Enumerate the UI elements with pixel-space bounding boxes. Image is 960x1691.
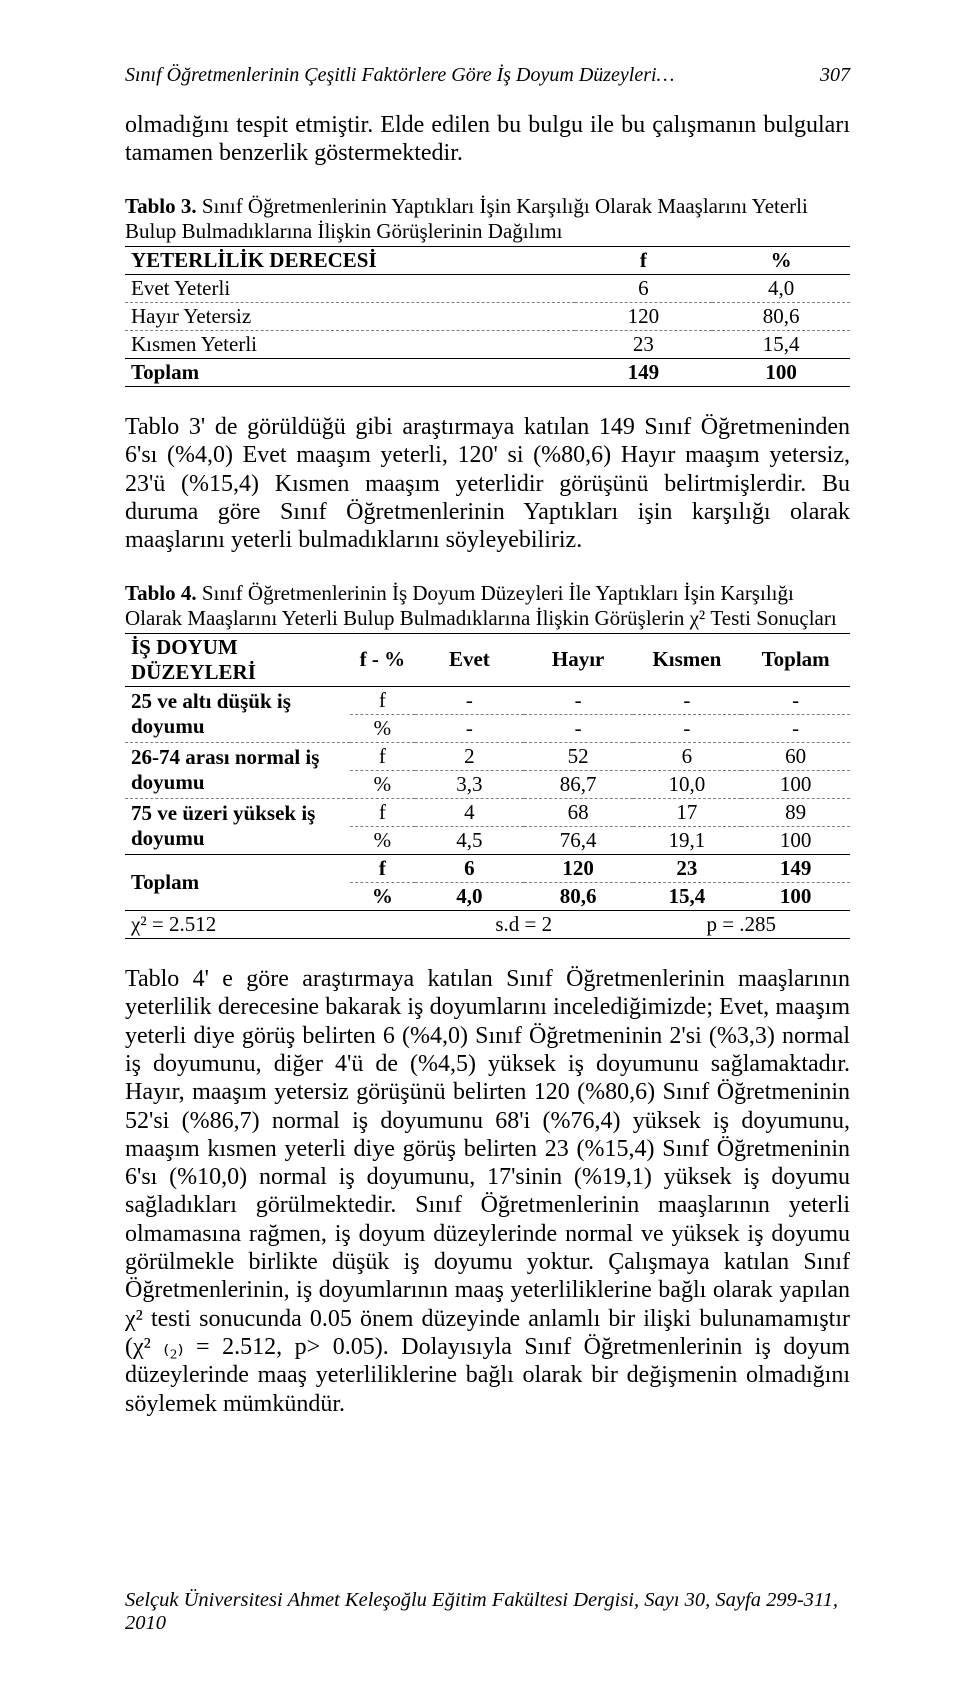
table4-cell: - <box>633 714 742 742</box>
table4-cell: 80,6 <box>524 882 633 910</box>
table3-row-label: Kısmen Yeterli <box>125 331 575 359</box>
table4-sym-f: f <box>350 854 415 882</box>
table4-cell: - <box>524 714 633 742</box>
table4-head-fp: f - % <box>350 633 415 686</box>
table3-row-label: Hayır Yetersiz <box>125 303 575 331</box>
table4-sym-f: f <box>350 686 415 714</box>
table4-cell: - <box>415 686 524 714</box>
table3-head-pct: % <box>712 247 850 275</box>
table4-cell: 4,5 <box>415 826 524 854</box>
page-footer: Selçuk Üniversitesi Ahmet Keleşoğlu Eğit… <box>125 1589 850 1635</box>
table4-total-label: Toplam <box>125 854 350 910</box>
paragraph-2: Tablo 3' de görüldüğü gibi araştırmaya k… <box>125 413 850 555</box>
table3-row-f: 23 <box>575 331 713 359</box>
table4-sym-p: % <box>350 770 415 798</box>
table4-cell: 100 <box>741 882 850 910</box>
table4-sym-f: f <box>350 798 415 826</box>
table4-cell: - <box>741 686 850 714</box>
table4-cell: 100 <box>741 770 850 798</box>
table3-row-pct: 15,4 <box>712 331 850 359</box>
table4-cell: 6 <box>633 742 742 770</box>
table3-head-f: f <box>575 247 713 275</box>
table4-p: p = .285 <box>633 910 851 938</box>
table4-cell: - <box>524 686 633 714</box>
table4-row-label: 26-74 arası normal iş doyumu <box>125 742 350 798</box>
table3-row-pct: 4,0 <box>712 275 850 303</box>
table4-head-left: İŞ DOYUM DÜZEYLERİ <box>125 633 350 686</box>
table4-cell: 120 <box>524 854 633 882</box>
paragraph-1: olmadığını tespit etmiştir. Elde edilen … <box>125 111 850 168</box>
table4-cell: 60 <box>741 742 850 770</box>
paragraph-3: Tablo 4' e göre araştırmaya katılan Sını… <box>125 965 850 1418</box>
table4-head-evet: Evet <box>415 633 524 686</box>
table4-cell: 4 <box>415 798 524 826</box>
table4-caption-lead: Tablo 4. <box>125 581 197 605</box>
table4-cell: 4,0 <box>415 882 524 910</box>
table4-chi: χ² = 2.512 <box>125 910 415 938</box>
table3-row-pct: 80,6 <box>712 303 850 331</box>
table3-caption-lead: Tablo 3. <box>125 194 197 218</box>
table4-cell: 52 <box>524 742 633 770</box>
table4-caption-rest: Sınıf Öğretmenlerinin İş Doyum Düzeyleri… <box>125 581 837 630</box>
table4-cell: 10,0 <box>633 770 742 798</box>
table4-head-toplam: Toplam <box>741 633 850 686</box>
table4-cell: - <box>741 714 850 742</box>
table4-cell: 2 <box>415 742 524 770</box>
table4-sd: s.d = 2 <box>415 910 633 938</box>
table4-cell: 76,4 <box>524 826 633 854</box>
table3: YETERLİLİK DERECESİ f % Evet Yeterli 6 4… <box>125 246 850 387</box>
table3-row-f: 120 <box>575 303 713 331</box>
table4-cell: - <box>415 714 524 742</box>
table4-cell: 23 <box>633 854 742 882</box>
table4-cell: 6 <box>415 854 524 882</box>
table4-head-hayir: Hayır <box>524 633 633 686</box>
table4-cell: 17 <box>633 798 742 826</box>
table3-caption: Tablo 3. Sınıf Öğretmenlerinin Yaptıklar… <box>125 194 850 244</box>
table3-total-pct: 100 <box>712 359 850 387</box>
page-number: 307 <box>820 64 850 87</box>
table3-total-label: Toplam <box>125 359 575 387</box>
table4-sym-p: % <box>350 826 415 854</box>
table4-cell: 86,7 <box>524 770 633 798</box>
table4-row-label: 25 ve altı düşük iş doyumu <box>125 686 350 742</box>
table4-cell: 15,4 <box>633 882 742 910</box>
table3-row-label: Evet Yeterli <box>125 275 575 303</box>
table3-row-f: 6 <box>575 275 713 303</box>
table4: İŞ DOYUM DÜZEYLERİ f - % Evet Hayır Kısm… <box>125 633 850 939</box>
table4-sym-p: % <box>350 882 415 910</box>
table4-cell: - <box>633 686 742 714</box>
table4-row-label: 75 ve üzeri yüksek iş doyumu <box>125 798 350 854</box>
table4-sym-f: f <box>350 742 415 770</box>
table4-cell: 100 <box>741 826 850 854</box>
running-title: Sınıf Öğretmenlerinin Çeşitli Faktörlere… <box>125 64 674 87</box>
table4-cell: 3,3 <box>415 770 524 798</box>
table3-caption-rest: Sınıf Öğretmenlerinin Yaptıkları İşin Ka… <box>125 194 808 243</box>
table4-cell: 89 <box>741 798 850 826</box>
table4-cell: 149 <box>741 854 850 882</box>
running-header: Sınıf Öğretmenlerinin Çeşitli Faktörlere… <box>125 64 850 87</box>
table4-sym-p: % <box>350 714 415 742</box>
table4-head-kismen: Kısmen <box>633 633 742 686</box>
table4-cell: 19,1 <box>633 826 742 854</box>
table3-head-label: YETERLİLİK DERECESİ <box>125 247 575 275</box>
table4-caption: Tablo 4. Sınıf Öğretmenlerinin İş Doyum … <box>125 581 850 631</box>
table3-total-f: 149 <box>575 359 713 387</box>
table4-cell: 68 <box>524 798 633 826</box>
